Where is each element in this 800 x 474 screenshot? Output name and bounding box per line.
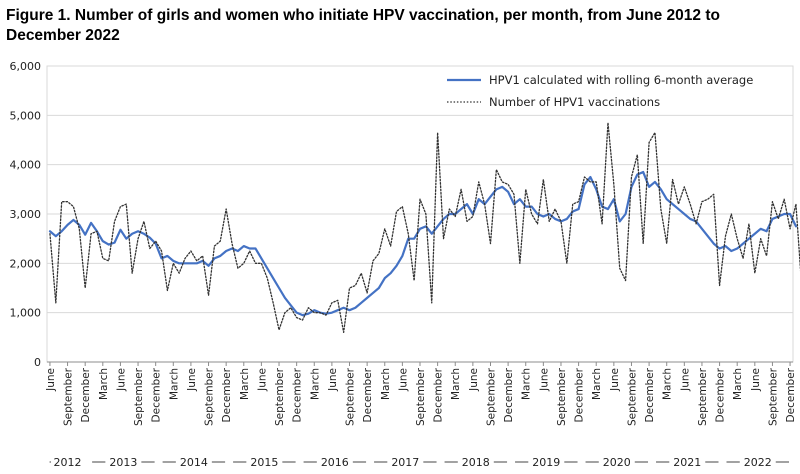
year-label: 2012: [54, 456, 82, 469]
y-axis: 0 1,000 2,000 3,000 4,000 5,000 6,000: [10, 60, 42, 369]
legend-label: Number of HPV1 vaccinations: [489, 95, 660, 109]
x-tick-label: March: [168, 368, 180, 400]
x-tick-label: June: [468, 368, 480, 392]
year-label: 2021: [673, 456, 701, 469]
x-tick-label: September: [133, 367, 145, 426]
y-tick-label: 4,000: [10, 159, 42, 172]
x-tick-label: March: [309, 368, 321, 400]
grid-lines: [46, 65, 794, 363]
year-label: 2015: [250, 456, 278, 469]
x-tick-label: March: [521, 368, 533, 400]
legend-label: HPV1 calculated with rolling 6-month ave…: [489, 73, 753, 87]
year-label: 2016: [321, 456, 349, 469]
y-tick-label: 6,000: [10, 60, 42, 73]
x-tick-label: December: [644, 367, 656, 422]
chart-title: Figure 1. Number of girls and women who …: [6, 7, 720, 44]
x-tick-label: December: [433, 367, 445, 422]
x-tick-label: September: [415, 367, 427, 426]
x-tick-label: March: [98, 368, 110, 400]
x-tick-label: September: [204, 367, 216, 426]
x-tick-label: March: [450, 368, 462, 400]
x-tick-label: September: [274, 367, 286, 426]
x-tick-label: September: [345, 367, 357, 426]
x-tick-label: September: [697, 367, 709, 426]
x-tick-label: September: [556, 367, 568, 426]
x-tick-label: June: [327, 368, 339, 392]
year-label: 2022: [744, 456, 772, 469]
series-line-vaccinations: [49, 122, 800, 334]
series-group: [48, 122, 800, 334]
year-label: 2019: [532, 456, 560, 469]
x-tick-label: March: [662, 368, 674, 400]
x-axis: June September December March June September D…: [45, 361, 797, 469]
x-tick-label: December: [503, 367, 515, 422]
x-tick-label: June: [115, 368, 127, 392]
x-tick-label: September: [485, 367, 497, 426]
x-tick-label: June: [186, 368, 198, 392]
year-label: 2013: [109, 456, 137, 469]
x-tick-label: December: [574, 367, 586, 422]
year-label: 2020: [603, 456, 631, 469]
x-tick-label: June: [679, 368, 691, 392]
legend: HPV1 calculated with rolling 6-month ave…: [447, 73, 753, 109]
x-tick-label: June: [45, 368, 57, 392]
x-tick-label: September: [63, 367, 75, 426]
y-tick-label: 3,000: [10, 208, 42, 221]
x-tick-label: December: [221, 367, 233, 422]
x-tick-label: June: [397, 368, 409, 392]
x-tick-label: June: [750, 368, 762, 392]
x-tick-label: March: [732, 368, 744, 400]
x-tick-label: June: [609, 368, 621, 392]
x-tick-label: June: [538, 368, 550, 392]
series-line-rolling-average: [48, 170, 798, 317]
x-tick-label: December: [151, 367, 163, 422]
x-tick-label: December: [362, 367, 374, 422]
x-tick-label: September: [767, 367, 779, 426]
x-tick-label: March: [380, 368, 392, 400]
x-tick-label: March: [239, 368, 251, 400]
year-label: 2014: [180, 456, 208, 469]
x-tick-label: June: [256, 368, 268, 392]
x-tick-label: March: [591, 368, 603, 400]
x-tick-label: December: [80, 367, 92, 422]
y-tick-label: 0: [34, 356, 41, 369]
y-tick-label: 5,000: [10, 109, 42, 122]
x-tick-label: December: [785, 367, 797, 422]
x-tick-label: December: [292, 367, 304, 422]
x-tick-label: December: [715, 367, 727, 422]
y-tick-label: 1,000: [10, 307, 42, 320]
x-tick-label: September: [626, 367, 638, 426]
y-tick-label: 2,000: [10, 257, 42, 270]
year-label: 2018: [462, 456, 490, 469]
year-label: 2017: [391, 456, 419, 469]
